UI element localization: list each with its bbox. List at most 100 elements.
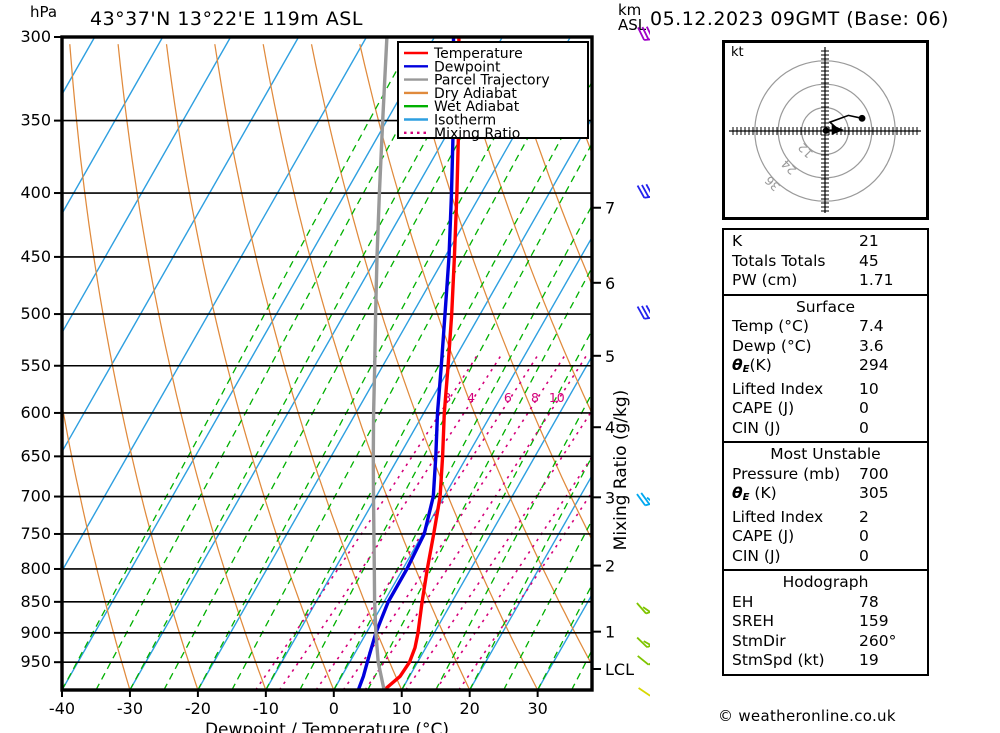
wet-adiabat-line <box>333 204 592 690</box>
hodograph-index-value: 19 <box>859 651 879 669</box>
hodograph-trace <box>825 114 863 132</box>
hodograph-ring-label: 12 <box>795 140 816 161</box>
wind-barb <box>636 183 650 199</box>
wind-barb-feather <box>646 496 650 502</box>
hodograph-table-title: Hodograph <box>782 573 869 591</box>
dry-adiabat-line <box>504 44 592 287</box>
most-unstable-index-label: CIN (J) <box>732 546 781 565</box>
plot-frame <box>60 35 594 692</box>
wet-adiabat-line <box>231 43 580 690</box>
wet-adiabat-line <box>299 142 592 690</box>
hodograph-panel: kt 12 24 36 <box>722 40 929 220</box>
temperature-tick-label: 30 <box>527 699 547 718</box>
wind-barb-feather <box>641 26 650 40</box>
km-tick-label: 1 <box>605 623 615 642</box>
hodograph-index-label: StmDir <box>732 631 786 650</box>
wind-barb-feather <box>641 184 650 198</box>
hodograph-ring-label: 36 <box>762 173 783 194</box>
skewt-gridlines: 346810152025 <box>62 37 650 690</box>
pressure-tick-label: 800 <box>20 559 51 578</box>
legend-label: Dry Adiabat <box>434 86 517 102</box>
copyright-label: © weatheronline.co.uk <box>718 707 896 725</box>
surface-index-value: 0 <box>859 418 869 437</box>
hodograph-index-row: SREH 159 <box>724 612 927 632</box>
km-tick-label: 7 <box>605 199 615 218</box>
most-unstable-index-row: Lifted Index 2 <box>724 508 927 528</box>
most-unstable-index-label: Lifted Index <box>732 507 824 526</box>
mixing-ratio-label: 25 <box>643 390 650 405</box>
surface-index-label: CIN (J) <box>732 418 781 437</box>
mixing-ratio-line <box>278 355 502 690</box>
most-unstable-index-label: CAPE (J) <box>732 527 795 545</box>
hodograph-ring-label: 24 <box>779 157 800 178</box>
height-unit-line1: km <box>618 1 642 19</box>
hodograph-start-point <box>822 127 830 134</box>
km-tick-label: 5 <box>605 347 615 366</box>
legend-label: Wet Adiabat <box>434 99 520 115</box>
wet-adiabat-line <box>401 329 592 690</box>
isotherm-line <box>62 37 232 335</box>
hodograph-unit-label: kt <box>731 45 744 60</box>
wind-barb-feather <box>641 305 650 319</box>
mixing-ratio-line <box>364 355 587 690</box>
general-index-label: K <box>732 232 743 250</box>
km-tick-label: 2 <box>605 557 615 576</box>
km-tick-label: 3 <box>605 488 615 507</box>
general-index-value: 45 <box>859 251 879 270</box>
legend-box <box>397 41 589 139</box>
surface-index-label: Lifted Index <box>732 379 824 398</box>
most-unstable-index-value: 0 <box>859 546 869 565</box>
temperature-tick-label: -10 <box>253 699 279 718</box>
legend-label: Temperature <box>433 46 523 62</box>
most-unstable-index-row: Pressure (mb) 700 <box>724 465 927 485</box>
wind-barb-feather <box>638 687 650 697</box>
dry-adiabat-line <box>214 44 403 690</box>
dry-adiabat-line <box>117 44 267 690</box>
surface-index-value: 0 <box>859 399 869 417</box>
dry-adiabat-line <box>552 44 592 155</box>
hodograph-index-row: StmDir 260° <box>724 632 927 652</box>
surface-index-value: 7.4 <box>859 317 884 335</box>
hodograph-index-row: EH 78 <box>724 593 927 613</box>
isotherm-line <box>333 235 592 690</box>
wind-barb-shaft <box>644 196 650 199</box>
pressure-tick-label: 500 <box>20 304 51 323</box>
dry-adiabat-line <box>165 44 335 690</box>
hodograph-end-point <box>858 114 866 122</box>
most-unstable-index-row: CAPE (J) 0 <box>724 527 927 547</box>
dry-adiabat-line <box>69 44 199 690</box>
surface-index-value: 10 <box>859 379 879 398</box>
wet-adiabat-line <box>640 44 650 690</box>
wet-adiabat-line <box>469 455 592 690</box>
wind-barb-shaft <box>648 662 650 666</box>
wind-barb-feather <box>636 636 648 648</box>
pressure-tick-label: 550 <box>20 356 51 375</box>
pressure-tick-label: 850 <box>20 592 51 611</box>
pressure-tick-label: 650 <box>20 446 51 465</box>
pressure-tick-label: 300 <box>20 27 51 46</box>
pressure-tick-label: 600 <box>20 403 51 422</box>
mixing-ratio-label: 10 <box>549 390 565 405</box>
hodograph-index-value: 260° <box>859 631 897 650</box>
isotherm-line <box>62 37 436 690</box>
isotherm-line <box>62 37 368 573</box>
surface-index-row: Temp (°C) 7.4 <box>724 317 927 337</box>
hodograph-index-label: StmSpd (kt) <box>732 651 825 669</box>
x-axis-label: Dewpoint / Temperature (°C) <box>205 720 449 733</box>
wind-barb-feather <box>645 183 650 193</box>
wind-barb-shaft <box>644 317 650 320</box>
mixing-ratio-line <box>435 455 592 690</box>
temperature-tick-label: 20 <box>460 699 480 718</box>
isotherm-line <box>401 354 592 690</box>
surface-indices-table: Surface Temp (°C) 7.4 Dewp (°C) 3.6 θE(K) 294… <box>722 295 929 443</box>
mixing-ratio-line <box>458 490 592 690</box>
temperature-tick-label: 10 <box>392 699 412 718</box>
legend-label: Dewpoint <box>434 59 501 75</box>
most-unstable-index-label: θE (K) <box>732 484 777 503</box>
wind-barb <box>636 492 650 507</box>
date-title: 05.12.2023 09GMT (Base: 06) <box>650 8 949 30</box>
wind-barb <box>636 602 650 615</box>
wind-barb-feather <box>636 306 646 320</box>
general-index-value: 1.71 <box>859 271 894 289</box>
skewt-diagram: 3468101520253003504004505005506006507007… <box>20 26 650 733</box>
